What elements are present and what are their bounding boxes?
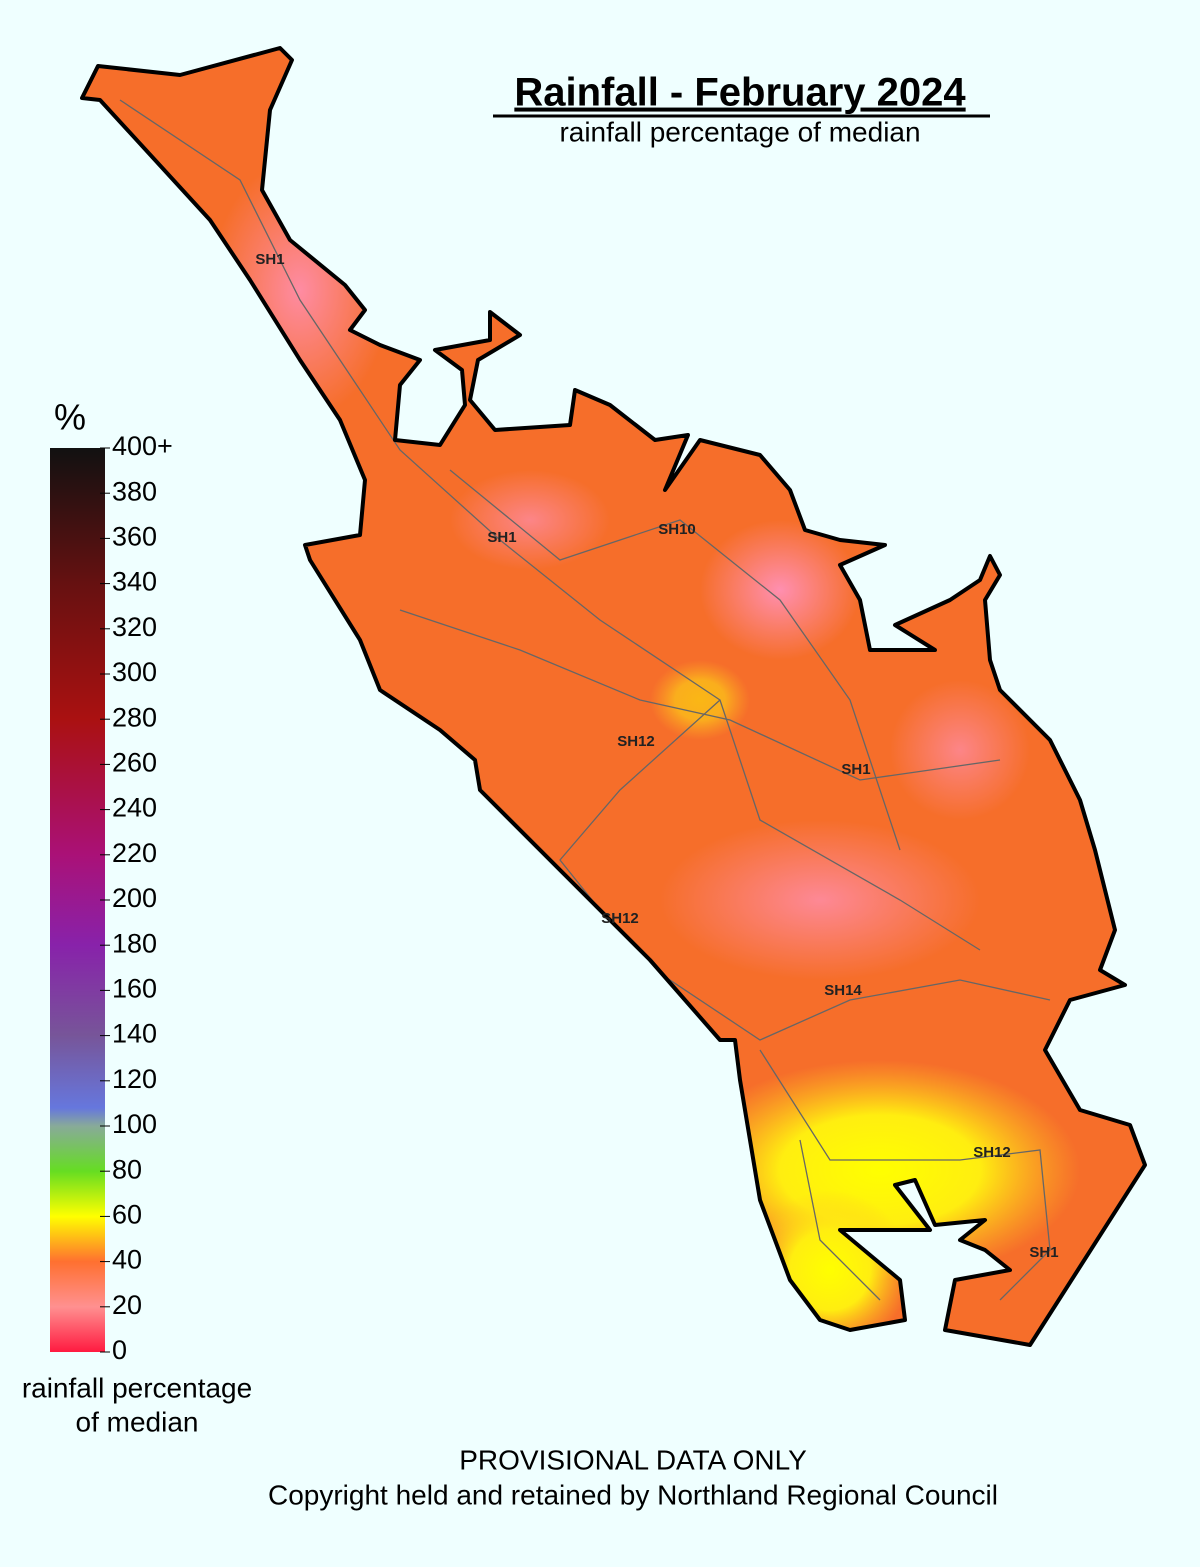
tick-label: 60: [112, 1200, 142, 1230]
road-label: SH12: [601, 910, 639, 927]
tick-label: 180: [112, 928, 157, 958]
tick-label: 200: [112, 883, 157, 913]
legend-caption: rainfall percentage: [22, 1372, 252, 1403]
subtitle: rainfall percentage of median: [559, 116, 920, 147]
road-label: SH12: [973, 1144, 1011, 1161]
legend-caption: of median: [76, 1406, 199, 1437]
tick-label: 140: [112, 1019, 157, 1049]
road-label: SH10: [658, 521, 696, 538]
tick-label: 300: [112, 657, 157, 687]
tick-label: 260: [112, 748, 157, 778]
tick-label: 340: [112, 567, 157, 597]
road-label: SH1: [841, 761, 870, 778]
tick-label: 0: [112, 1335, 127, 1365]
tick-label: 400+: [112, 431, 173, 461]
road-labels: SH1 SH1 SH10 SH12 SH1 SH12 SH14 SH12 SH1: [255, 251, 1058, 1261]
road-label: SH1: [487, 529, 516, 546]
tick-label: 80: [112, 1154, 142, 1184]
tick-label: 220: [112, 838, 157, 868]
color-bar: [50, 448, 105, 1352]
road-label: SH1: [255, 251, 284, 268]
footer-note: PROVISIONAL DATA ONLY: [459, 1444, 807, 1475]
tick-label: 120: [112, 1064, 157, 1094]
tick-label: 360: [112, 522, 157, 552]
legend-unit: %: [54, 397, 86, 438]
tick-label: 160: [112, 974, 157, 1004]
tick-label: 380: [112, 476, 157, 506]
tick-label: 100: [112, 1109, 157, 1139]
legend-ticks: 0 20 40 60 80 100 120 140 160 180 200 220 240 260 280 3…: [100, 431, 173, 1365]
footer-copyright: Copyright held and retained by Northland…: [268, 1479, 998, 1510]
tick-label: 240: [112, 793, 157, 823]
tick-label: 320: [112, 612, 157, 642]
road-label: SH14: [824, 982, 862, 999]
road-label: SH1: [1029, 1244, 1058, 1261]
title: Rainfall - February 2024: [514, 71, 966, 115]
tick-label: 20: [112, 1290, 142, 1320]
road-label: SH12: [617, 733, 655, 750]
tick-label: 40: [112, 1245, 142, 1275]
tick-label: 280: [112, 702, 157, 732]
